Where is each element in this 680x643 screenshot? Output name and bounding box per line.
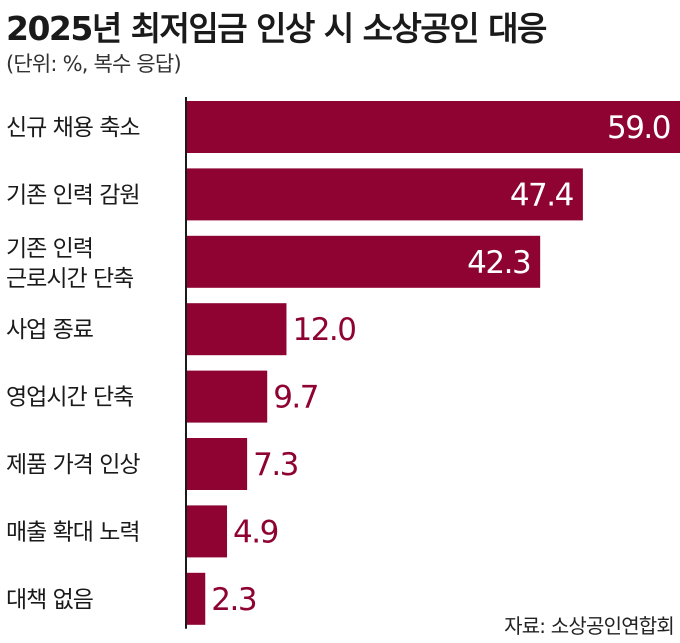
bar <box>186 505 228 558</box>
value-label: 47.4 <box>510 177 573 213</box>
bar <box>186 572 206 625</box>
category-label: 대책 없음 <box>6 587 93 613</box>
chart-title: 2025년 최저임금 인상 시 소상공인 대응 <box>6 9 547 48</box>
category-label: 기존 인력 근로시간 단축 <box>6 236 133 292</box>
category-label: 사업 종료 <box>6 317 93 343</box>
value-label: 59.0 <box>607 110 670 146</box>
bar <box>186 438 248 490</box>
category-label: 매출 확대 노력 <box>6 519 140 545</box>
bar <box>186 168 583 221</box>
value-label: 2.3 <box>211 582 256 618</box>
bar <box>186 303 287 356</box>
value-label: 42.3 <box>467 245 530 281</box>
category-label: 영업시간 단축 <box>6 385 133 411</box>
bar <box>186 370 268 423</box>
chart-subtitle: (단위: %, 복수 응답) <box>6 52 182 76</box>
category-label: 기존 인력 감원 <box>6 182 140 208</box>
value-label: 7.3 <box>253 447 298 483</box>
value-label: 9.7 <box>273 380 318 416</box>
category-label: 제품 가격 인상 <box>6 452 140 478</box>
source-note: 자료: 소상공인연합회 <box>504 614 675 638</box>
bar <box>186 101 680 153</box>
category-label: 신규 채용 축소 <box>6 115 140 141</box>
bar <box>186 235 541 288</box>
value-label: 4.9 <box>233 514 278 550</box>
value-label: 12.0 <box>292 312 355 348</box>
